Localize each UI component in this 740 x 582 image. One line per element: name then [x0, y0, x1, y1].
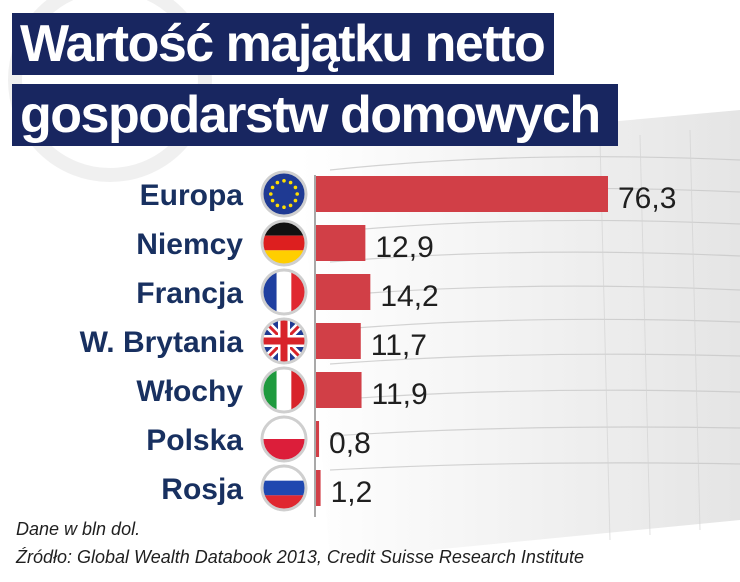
russia-flag-icon [258, 462, 310, 514]
value-label: 0,8 [329, 427, 371, 460]
category-label: Europa [140, 179, 244, 212]
category-label: Polska [146, 424, 243, 457]
chart-row: Włochy 11,9 [136, 364, 428, 416]
value-label: 1,2 [331, 476, 373, 509]
value-label: 11,7 [371, 329, 427, 362]
uk-flag-icon [258, 315, 310, 367]
chart-row: Polska 0,8 [146, 413, 371, 465]
germany-flag-icon [258, 217, 310, 269]
chart-title-line-2: gospodarstw domowych [12, 84, 618, 146]
poland-flag-icon [258, 413, 310, 465]
bar [316, 470, 321, 506]
category-label: Niemcy [136, 228, 243, 261]
bar [316, 274, 371, 310]
bar [316, 225, 366, 261]
bar [316, 421, 320, 457]
value-label: 11,9 [372, 378, 428, 411]
chart-title-line-1: Wartość majątku netto [12, 13, 555, 75]
france-flag-icon [258, 266, 310, 318]
bar [316, 323, 361, 359]
chart-row: Rosja 1,2 [161, 462, 373, 514]
italy-flag-icon [258, 364, 310, 416]
category-label: Francja [136, 277, 243, 310]
bar [316, 176, 608, 212]
category-label: W. Brytania [80, 326, 244, 359]
value-label: 14,2 [380, 280, 438, 313]
chart-row: Francja 14,2 [136, 266, 439, 318]
chart-row: W. Brytania 11,7 [80, 315, 427, 367]
category-label: Rosja [161, 473, 243, 506]
bar [316, 372, 362, 408]
category-label: Włochy [136, 375, 243, 408]
unit-note: Dane w bln dol. [16, 519, 141, 539]
eu-flag-icon [258, 168, 310, 220]
chart-row: Niemcy 12,9 [136, 217, 434, 269]
source-note: Źródło: Global Wealth Databook 2013, Cre… [16, 547, 584, 567]
value-label: 12,9 [375, 231, 433, 264]
value-label: 76,3 [618, 182, 676, 215]
chart-row: Europa 76,3 [140, 168, 676, 220]
